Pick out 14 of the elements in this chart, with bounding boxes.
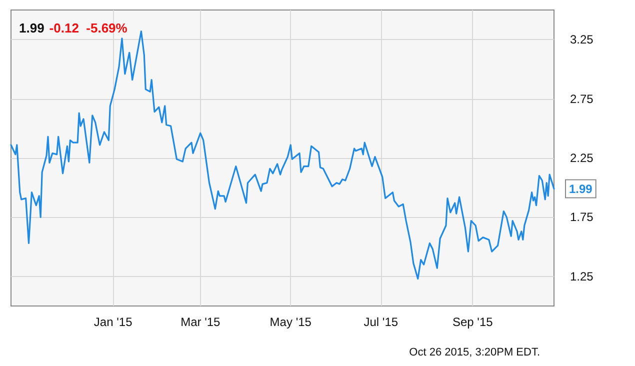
y-tick-label: 1.75 bbox=[570, 210, 594, 224]
text: Oct 26 2015, 3:20PM EDT. bbox=[409, 346, 540, 358]
y-tick-label: 1.25 bbox=[570, 269, 594, 284]
x-tick-label: Jan '15 bbox=[94, 315, 133, 329]
annotation: 1.99 bbox=[569, 182, 593, 196]
x-tick-label: Mar '15 bbox=[180, 315, 221, 329]
x-tick-label: Jul '15 bbox=[364, 315, 398, 329]
y-tick-label: 2.25 bbox=[570, 151, 594, 165]
text: 1.99 bbox=[19, 20, 44, 36]
x-tick-label: May '15 bbox=[270, 315, 312, 329]
text: -0.12 -5.69% bbox=[49, 20, 128, 36]
y-tick-label: 2.75 bbox=[570, 92, 594, 106]
y-tick-label: 3.25 bbox=[570, 32, 594, 47]
x-tick-label: Sep '15 bbox=[452, 315, 494, 329]
